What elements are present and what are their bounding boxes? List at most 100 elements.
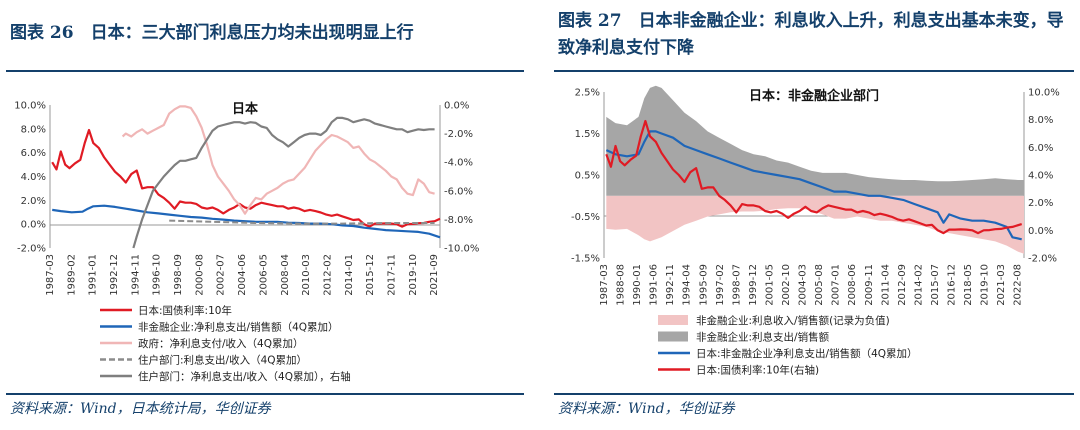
x-axis-tick-label: 1998-07	[731, 264, 742, 306]
title-divider	[6, 70, 524, 72]
legend-label: 非金融企业:利息收入/销售额(记录为负值)	[696, 314, 890, 327]
x-axis-tick-label: 2014-02	[913, 264, 924, 306]
right-axis-tick-label: -6.0%	[444, 186, 473, 197]
x-axis-tick-label: 2021-03	[996, 264, 1007, 306]
left-axis-tick-label: 0.0%	[21, 220, 46, 231]
left-axis-tick-label: 0.5%	[575, 171, 600, 182]
x-axis-tick-label: 1992-12	[109, 254, 120, 296]
x-axis-tick-label: 2008-04	[280, 254, 291, 296]
x-axis-tick-label: 2002-07	[216, 254, 227, 296]
nonfinancial-corp-chart: 日本：非金融企业部门 -1.5% -0.5% 0.5% 1.5% 2.5% -2.0% 0.0…	[571, 85, 1060, 377]
source-divider	[6, 393, 524, 395]
area-series-0	[606, 195, 1024, 254]
right-axis-tick-label: 10.0%	[1028, 88, 1060, 99]
x-axis-tick-label: 2014-01	[344, 254, 355, 296]
right-axis-tick-label: 8.0%	[1028, 115, 1053, 126]
x-axis-tick-label: 1995-09	[698, 264, 709, 306]
legend-label: 日本:国债利率:10年(右轴)	[696, 364, 819, 377]
right-axis-tick-label: 0.0%	[1028, 226, 1053, 237]
left-axis-tick-label: -2.0%	[17, 244, 46, 255]
left-axis-tick-label: -1.5%	[571, 254, 600, 265]
chart-title: 日本：非金融企业部门	[749, 88, 879, 104]
x-axis-tick-label: 2011-04	[880, 264, 891, 306]
x-axis-tick-label: 1998-09	[173, 254, 184, 296]
x-axis-tick-label: 1987-03	[45, 254, 56, 296]
x-axis-tick-label: 1994-04	[682, 264, 693, 306]
legend-label: 非金融企业:净利息支出/销售额（4Q累加）	[138, 321, 339, 334]
source-divider	[554, 393, 1074, 395]
x-axis-tick-label: 2008-06	[847, 264, 858, 306]
x-axis-tick-label: 2016-12	[947, 264, 958, 306]
line-series-4	[132, 116, 435, 249]
right-axis-tick-label: 6.0%	[1028, 143, 1053, 154]
x-axis-tick-label: 1990-01	[632, 264, 643, 306]
x-axis-tick-label: 2009-11	[864, 264, 875, 306]
x-axis-tick-label: 2000-08	[194, 254, 205, 296]
x-axis-tick-label: 2004-06	[237, 254, 248, 296]
legend-label: 日本:非金融企业净利息支出/销售额（4Q累加）	[696, 347, 918, 360]
x-axis-tick-label: 1999-12	[748, 264, 759, 306]
figure-26-panel: 图表 26 日本：三大部门利息压力均未出现明显上行 日本 -2.0% 0.0% 2.0…	[0, 0, 530, 430]
right-axis-tick-label: 4.0%	[1028, 171, 1053, 182]
area-series-1	[606, 85, 1024, 196]
source-note: 资料来源：Wind，日本统计局，华创证券	[10, 401, 271, 417]
x-axis-tick-label: 2012-09	[897, 264, 908, 306]
left-axis-tick-label: 4.0%	[21, 172, 46, 183]
x-axis-tick-label: 1996-10	[152, 254, 163, 296]
legend-swatch	[658, 315, 688, 325]
x-axis-tick-label: 2018-05	[963, 264, 974, 306]
legend-swatch	[658, 331, 688, 342]
right-axis-tick-label: 2.0%	[1028, 198, 1053, 209]
right-axis-tick-label: -10.0%	[444, 244, 479, 255]
x-axis-tick-label: 2010-03	[301, 254, 312, 296]
x-axis-tick-label: 2006-05	[258, 254, 269, 296]
right-axis-tick-label: 0.0%	[444, 101, 469, 112]
x-axis-tick-label: 1997-02	[715, 264, 726, 306]
x-axis-tick-label: 2007-01	[831, 264, 842, 306]
line-series-2	[605, 130, 1022, 241]
x-axis-tick-label: 2019-10	[980, 264, 991, 306]
title-divider	[554, 70, 1074, 72]
x-axis-tick-label: 2012-02	[322, 254, 333, 296]
x-axis-tick-label: 2002-10	[781, 264, 792, 306]
left-axis-tick-label: -0.5%	[571, 212, 600, 223]
source-note: 资料来源：Wind，华创证券	[558, 401, 735, 417]
japan-interest-chart: 日本 -2.0% 0.0% 2.0% 4.0% 6.0% 8.0% 10.0% -10.0% -8…	[14, 101, 479, 384]
chart-title: 日本	[232, 101, 258, 117]
x-axis-tick-label: 1991-06	[649, 264, 660, 306]
x-axis-tick-label: 2022-08	[1013, 264, 1024, 306]
x-axis-tick-label: 2005-08	[814, 264, 825, 306]
right-axis-tick-label: -4.0%	[444, 158, 473, 169]
left-axis-tick-label: 8.0%	[21, 124, 46, 135]
figure-title: 图表 27 日本非金融企业：利息收入上升，利息支出基本未变，导致净利息支付下降	[558, 11, 1064, 58]
line-series-1	[52, 204, 441, 239]
figure-27-panel: 图表 27 日本非金融企业：利息收入上升，利息支出基本未变，导致净利息支付下降 …	[548, 0, 1080, 430]
x-axis-tick-label: 1992-11	[665, 264, 676, 306]
right-axis-tick-label: -2.0%	[444, 129, 473, 140]
x-axis-tick-label: 2001-05	[764, 264, 775, 306]
x-axis-tick-label: 2021-09	[429, 254, 440, 296]
right-axis-tick-label: -8.0%	[444, 215, 473, 226]
line-series-3	[605, 119, 1023, 235]
left-axis-tick-label: 1.5%	[575, 129, 600, 140]
legend-label: 政府：净利息支付/收入（4Q累加）	[138, 337, 303, 350]
line-series-2	[121, 105, 435, 215]
x-axis-tick-label: 1989-02	[66, 254, 77, 296]
x-axis-tick-label: 2015-07	[930, 264, 941, 306]
right-axis-tick-label: -2.0%	[1028, 254, 1057, 265]
legend-label: 日本:国债利率:10年	[138, 304, 232, 317]
line-series-0	[51, 128, 441, 228]
figure-title: 图表 26 日本：三大部门利息压力均未出现明显上行	[10, 23, 414, 43]
legend-label: 非金融企业:利息支出/销售额	[696, 331, 830, 344]
x-axis-tick-label: 2015-12	[365, 254, 376, 296]
x-axis-tick-label: 2017-11	[386, 254, 397, 296]
x-axis-tick-label: 1988-08	[616, 264, 627, 306]
x-axis-tick-label: 1991-01	[88, 254, 99, 296]
left-axis-tick-label: 2.5%	[575, 88, 600, 99]
left-axis-tick-label: 6.0%	[21, 148, 46, 159]
legend-label: 住户部门:利息支出/收入（4Q累加）	[138, 354, 307, 367]
left-axis-tick-label: 2.0%	[21, 196, 46, 207]
x-axis-tick-label: 2004-03	[798, 264, 809, 306]
x-axis-tick-label: 2019-10	[408, 254, 419, 296]
x-axis-tick-label: 1987-03	[599, 264, 610, 306]
